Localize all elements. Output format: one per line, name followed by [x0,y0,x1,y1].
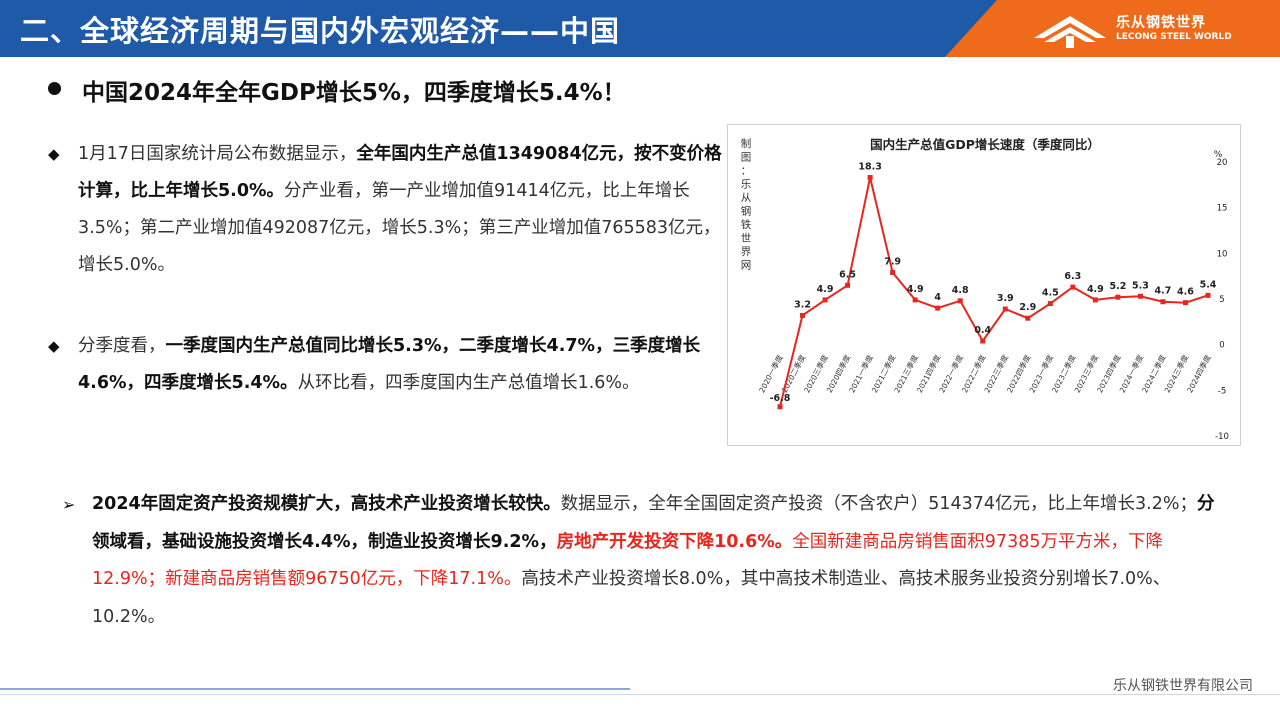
data-label: 7.9 [884,257,901,268]
p1-highlight: 全年国内生产总值1349084亿元，按不变价格计算，比上年增长5.0%。 [78,144,722,201]
data-label: 3.2 [794,299,811,310]
paragraph-body: 1月17日国家统计局公布数据显示，全年国内生产总值1349084亿元，按不变价格… [78,136,728,284]
data-label: 6.3 [1064,271,1081,282]
p3-headline: 2024年固定资产投资规模扩大，高技术产业投资增长较快。 [92,494,561,514]
data-label: 2.9 [1019,302,1036,313]
p3-sector: 分领域看，基础设施投资增长4.4%，制造业投资增长9.2%， [92,494,1215,552]
footer-company-name: 乐从钢铁世界有限公司 [1113,678,1253,694]
chart-source-char: 制 [741,137,752,150]
data-point [1137,293,1143,299]
data-point [777,404,783,410]
data-label: 4.7 [1155,286,1172,297]
y-tick-label: 0 [1219,341,1224,351]
footer-divider [0,688,630,690]
bullet-dot-icon [48,82,61,95]
diamond-bullet-icon: ◆ [48,145,60,163]
data-point [800,312,806,318]
data-point [1160,299,1166,305]
data-point [1025,315,1031,321]
data-point [1002,306,1008,312]
data-label: -6.8 [770,393,791,404]
data-label: 4.5 [1042,288,1059,299]
data-label: 4.6 [1177,287,1194,298]
data-label: 5.2 [1109,281,1126,292]
logo-mark-icon [1034,16,1106,48]
data-point [822,297,828,303]
data-label: 6.5 [839,269,856,280]
footer-divider-thin [0,694,1280,695]
data-point [1115,294,1121,300]
data-point [1182,300,1188,306]
data-label: 5.3 [1132,280,1149,291]
p3-realestate: 房地产开发投资下降10.6%。 [556,531,793,552]
main-heading-text: 中国2024年全年GDP增长5%，四季度增长5.4%！ [82,80,626,106]
y-tick-label: 10 [1217,249,1228,259]
data-point [890,270,896,276]
y-tick-label: -5 [1218,386,1226,396]
y-tick-label: 20 [1217,158,1228,168]
data-label: 4.9 [1087,284,1104,295]
p2-intro: 分季度看， [78,336,166,356]
chart-source-char: 图 [741,152,752,164]
header-banner: 二、全球经济周期与国内外宏观经济——中国 乐从钢铁世界 LECONG STEEL… [0,0,1280,57]
data-point [980,338,986,344]
diamond-bullet-icon: ◆ [48,337,60,355]
p3-data: 数据显示，全年全国固定资产投资（不含农户）514374亿元，比上年增长3.2%； [560,494,1197,514]
p3-hightech: 高技术产业投资增长8.0%，其中高技术制造业、高技术服务业投资分别增长7.0%、… [92,569,1171,627]
paragraph-body: 分季度看，一季度国内生产总值同比增长5.3%，二季度增长4.7%，三季度增长4.… [78,328,728,402]
data-point [1205,292,1211,298]
data-point [867,175,873,181]
series-line [779,177,1209,408]
data-label: 5.4 [1200,279,1217,290]
p2-detail: 从环比看，四季度国内生产总值增长1.6%。 [297,373,640,393]
chart-source-char: 乐 [741,179,752,191]
y-tick-label: 5 [1219,295,1224,305]
p3-housing-sales: 全国新建商品房销售面积97385万平方米，下降12.9%；新建商品房销售额967… [92,531,1163,590]
data-label: 4 [934,292,941,303]
paragraph-body: 2024年固定资产投资规模扩大，高技术产业投资增长较快。数据显示，全年全国固定资… [92,486,1222,636]
data-label: 4.9 [907,284,924,295]
y-axis-unit: % [1214,150,1223,160]
data-point [912,297,918,303]
paragraph-gdp-annual: ◆ 1月17日国家统计局公布数据显示，全年国内生产总值1349084亿元，按不变… [48,136,728,322]
data-label: 4.9 [817,284,834,295]
y-tick-label: -10 [1215,432,1229,442]
gdp-growth-chart: 国内生产总值GDP增长速度（季度同比） 制图： 乐从钢铁世界网% -10 -5 0 5 10 1… [727,124,1241,446]
data-point [935,305,941,311]
y-tick-label: 15 [1217,204,1228,214]
chart-source-char: 世 [741,233,752,245]
arrow-bullet-icon: ➢ [62,495,76,514]
paragraph-gdp-quarterly: ◆ 分季度看，一季度国内生产总值同比增长5.3%，二季度增长4.7%，三季度增长… [48,328,728,478]
header-orange-band [945,0,1280,57]
p1-detail: 分产业看，第一产业增加值91414亿元，比上年增长3.5%；第二产业增加值492… [78,181,721,275]
data-label: 3.9 [997,293,1014,304]
data-label: 18.3 [858,162,881,173]
logo-text-cn: 乐从钢铁世界 [1116,15,1206,31]
data-point [845,282,851,288]
chart-source-char: 界 [741,246,752,258]
company-logo: 乐从钢铁世界 LECONG STEEL WORLD [1030,8,1270,50]
chart-source-char: 铁 [741,218,752,231]
data-label: 4.8 [952,285,969,296]
logo-text-en: LECONG STEEL WORLD [1116,32,1232,42]
chart-source-char: 钢 [741,205,752,218]
data-point [957,298,963,304]
chart-source-char: 网 [741,260,752,272]
data-label: 0.4 [974,325,991,336]
data-point [1070,284,1076,290]
data-point [1047,301,1053,307]
p2-highlight: 一季度国内生产总值同比增长5.3%，二季度增长4.7%，三季度增长4.6%，四季… [78,336,701,393]
chart-source-char: 从 [741,192,752,204]
chart-title: 国内生产总值GDP增长速度（季度同比） [870,137,1100,152]
data-point [1092,297,1098,303]
p1-intro: 1月17日国家统计局公布数据显示， [78,144,357,164]
page-title: 二、全球经济周期与国内外宏观经济——中国 [20,14,621,48]
paragraph-investment: ➢ 2024年固定资产投资规模扩大，高技术产业投资增长较快。数据显示，全年全国固… [62,486,1232,676]
chart-source-char: ： [741,165,752,177]
